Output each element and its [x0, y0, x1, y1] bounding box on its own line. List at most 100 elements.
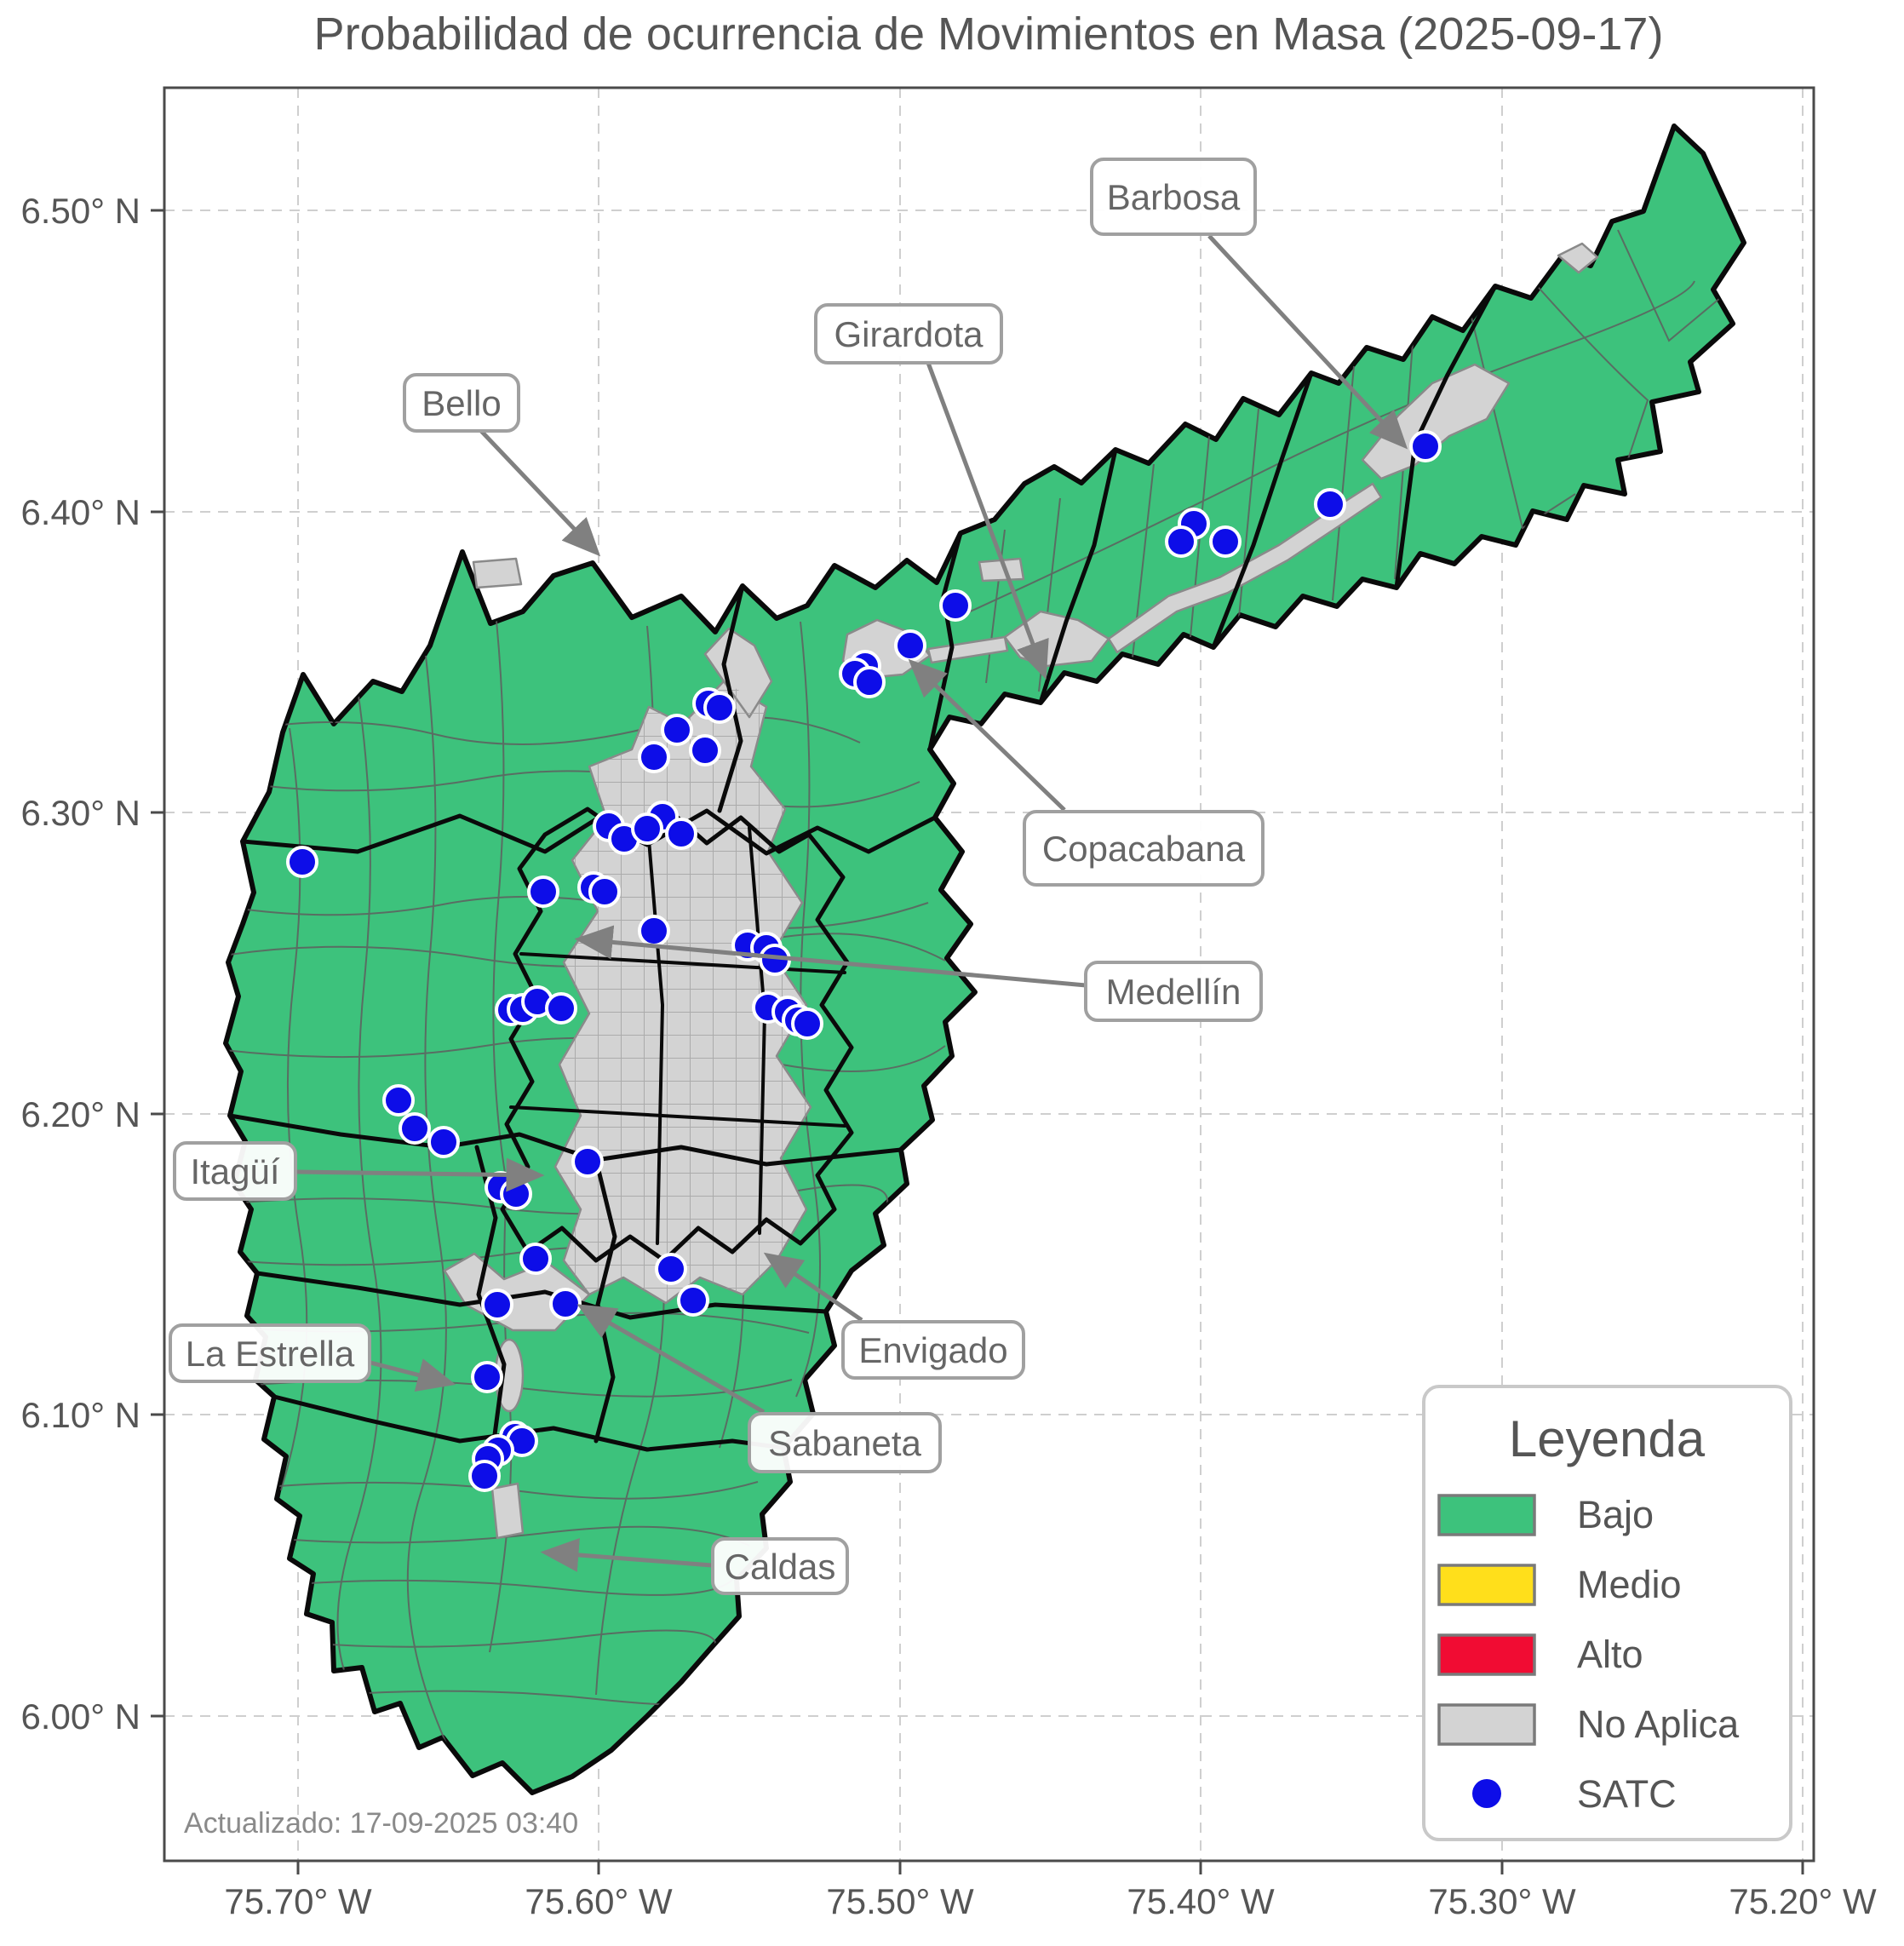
legend-item-label: No Aplica	[1577, 1702, 1740, 1746]
callout-bello: Bello	[403, 373, 601, 557]
satc-point	[661, 714, 693, 746]
legend-item-label: Alto	[1577, 1633, 1643, 1676]
x-tick-label: 75.40° W	[1127, 1881, 1275, 1921]
callout-arrow	[576, 1304, 766, 1415]
callout-box	[169, 1323, 371, 1383]
satc-point	[894, 629, 926, 662]
figure-title: Probabilidad de ocurrencia de Movimiento…	[314, 9, 1664, 60]
municipality-callouts: Barbosa Girardota Bello Copacabana Medellín I…	[169, 158, 1408, 1595]
satc-point	[791, 1007, 823, 1040]
x-tick-label: 75.70° W	[224, 1881, 372, 1921]
satc-point	[689, 734, 721, 766]
satc-point	[549, 1288, 582, 1320]
callout-arrow	[295, 1157, 545, 1192]
callout-box	[1084, 961, 1263, 1022]
urban-patch-n1	[472, 557, 523, 589]
legend-item-no-aplica: No Aplica	[1437, 1702, 1740, 1746]
legend-point-marker	[1472, 1779, 1501, 1808]
callout-label: Bello	[422, 383, 501, 423]
callout-box	[841, 1320, 1025, 1380]
callout-sabaneta: Sabaneta	[576, 1304, 942, 1473]
legend-item-label: Medio	[1577, 1563, 1682, 1606]
satc-point	[427, 1126, 460, 1158]
callout-label: Sabaneta	[768, 1423, 921, 1463]
y-tick-label: 6.20° N	[20, 1094, 141, 1134]
legend-item-label: Bajo	[1577, 1493, 1654, 1536]
y-tick-label: 6.40° N	[20, 492, 141, 532]
callout-arrow	[763, 1252, 863, 1323]
satc-point	[571, 1145, 604, 1178]
callout-medell-n: Medellín	[574, 925, 1263, 1022]
callout-label: La Estrella	[186, 1334, 355, 1374]
urban-caldas	[490, 1482, 525, 1540]
urban-patch-ne	[1557, 242, 1599, 274]
callout-box	[711, 1537, 849, 1595]
callout-arrow	[926, 362, 1049, 680]
y-tick-label: 6.30° N	[20, 793, 141, 833]
callout-itag-: Itagüí	[173, 1141, 545, 1201]
satc-point	[665, 818, 697, 850]
callout-arrow	[908, 658, 1066, 812]
callout-arrow	[370, 1358, 456, 1392]
satc-point	[638, 741, 670, 773]
satc-point	[655, 1253, 687, 1285]
legend-items: Bajo Medio Alto No Aplica SATC	[1437, 1493, 1740, 1816]
region-low-probability	[223, 123, 1746, 1795]
x-tick-label: 75.20° W	[1729, 1881, 1877, 1921]
legend-swatch	[1437, 1564, 1536, 1606]
callout-label: Itagüí	[190, 1151, 279, 1191]
y-tick-label: 6.00° N	[20, 1696, 141, 1736]
callout-caldas: Caldas	[540, 1537, 849, 1595]
callout-arrow	[540, 1537, 713, 1572]
x-tick-label: 75.50° W	[826, 1881, 974, 1921]
callout-label: Medellín	[1106, 972, 1242, 1012]
satc-point	[677, 1284, 709, 1317]
satc-point	[519, 1243, 552, 1275]
callout-label: Copacabana	[1042, 829, 1246, 869]
satc-point	[703, 692, 736, 724]
axis-ticks: 75.70° W 75.60° W 75.50° W 75.40° W 75.30° W…	[20, 191, 1877, 1921]
legend-item-label: SATC	[1577, 1772, 1677, 1816]
callout-copacabana: Copacabana	[908, 658, 1265, 887]
legend-swatch	[1437, 1494, 1536, 1536]
callout-label: Girardota	[834, 314, 984, 354]
satc-point	[481, 1289, 513, 1321]
y-tick-label: 6.10° N	[20, 1395, 141, 1435]
satc-point	[468, 1460, 501, 1492]
callout-la-estrella: La Estrella	[169, 1323, 456, 1392]
satc-point	[1165, 525, 1197, 558]
satc-point	[471, 1361, 503, 1393]
legend-swatch	[1437, 1703, 1536, 1746]
x-tick-label: 75.30° W	[1428, 1881, 1576, 1921]
callout-arrow	[574, 925, 1087, 988]
legend-item-medio: Medio	[1437, 1563, 1682, 1606]
legend-item-alto: Alto	[1437, 1633, 1643, 1676]
satc-point	[939, 589, 972, 622]
satc-point	[527, 875, 559, 908]
satc-point	[1209, 525, 1242, 558]
callout-label: Caldas	[725, 1547, 836, 1587]
satc-point	[500, 1178, 532, 1210]
callout-barbosa: Barbosa	[1090, 158, 1408, 450]
urban-patch-n2	[978, 557, 1025, 583]
callout-box	[1090, 158, 1257, 236]
satc-point	[588, 875, 621, 908]
callout-box	[1023, 810, 1265, 887]
callout-box	[173, 1141, 297, 1201]
y-tick-label: 6.50° N	[20, 191, 141, 231]
callout-box	[748, 1412, 942, 1473]
callout-envigado: Envigado	[763, 1252, 1025, 1380]
callout-box	[403, 373, 520, 433]
callout-label: Barbosa	[1107, 177, 1241, 217]
satc-point	[286, 846, 318, 878]
satc-point	[638, 915, 670, 947]
satc-point	[853, 666, 886, 698]
callout-arrow	[479, 429, 601, 557]
legend-item-bajo: Bajo	[1437, 1493, 1654, 1536]
satc-point	[631, 812, 663, 845]
satc-point	[545, 992, 577, 1025]
legend: Leyenda Bajo Medio Alto No Aplica SATC	[1422, 1385, 1792, 1841]
satc-point	[399, 1112, 431, 1145]
